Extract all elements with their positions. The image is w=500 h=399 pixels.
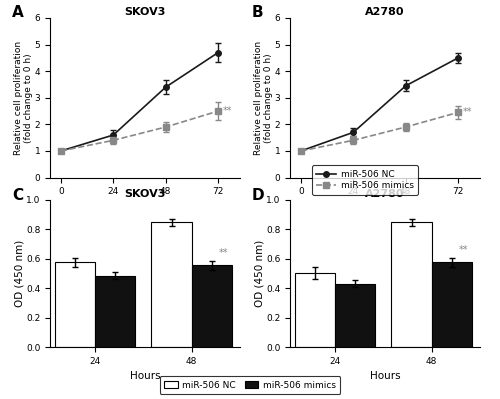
Text: **: ** xyxy=(458,245,468,255)
Text: C: C xyxy=(12,188,23,203)
Y-axis label: OD (450 nm): OD (450 nm) xyxy=(254,240,264,307)
Bar xyxy=(392,222,432,347)
Text: A: A xyxy=(12,5,24,20)
Legend: miR-506 NC, miR-506 mimics: miR-506 NC, miR-506 mimics xyxy=(312,165,418,195)
Y-axis label: OD (450 nm): OD (450 nm) xyxy=(14,240,24,307)
Title: A2780: A2780 xyxy=(365,189,405,199)
Bar xyxy=(335,284,376,347)
Text: B: B xyxy=(252,5,264,20)
Text: **: ** xyxy=(222,106,232,116)
Legend: miR-506 NC, miR-506 mimics: miR-506 NC, miR-506 mimics xyxy=(160,376,340,394)
Title: A2780: A2780 xyxy=(365,7,405,17)
Bar xyxy=(95,276,136,347)
Text: **: ** xyxy=(218,248,228,258)
Text: **: ** xyxy=(462,107,472,117)
X-axis label: Hours: Hours xyxy=(130,371,160,381)
Title: SKOV3: SKOV3 xyxy=(124,189,166,199)
Bar xyxy=(192,265,232,347)
X-axis label: Hours: Hours xyxy=(370,202,400,212)
Text: D: D xyxy=(252,188,264,203)
Bar xyxy=(152,222,192,347)
Title: SKOV3: SKOV3 xyxy=(124,7,166,17)
Bar xyxy=(55,262,95,347)
Bar xyxy=(432,262,472,347)
Bar xyxy=(295,273,335,347)
Y-axis label: Relative cell proliferation
(fold change to 0 h): Relative cell proliferation (fold change… xyxy=(254,41,273,155)
Y-axis label: Relative cell proliferation
(fold change to 0 h): Relative cell proliferation (fold change… xyxy=(14,41,33,155)
X-axis label: Hours: Hours xyxy=(130,202,160,212)
X-axis label: Hours: Hours xyxy=(370,371,400,381)
